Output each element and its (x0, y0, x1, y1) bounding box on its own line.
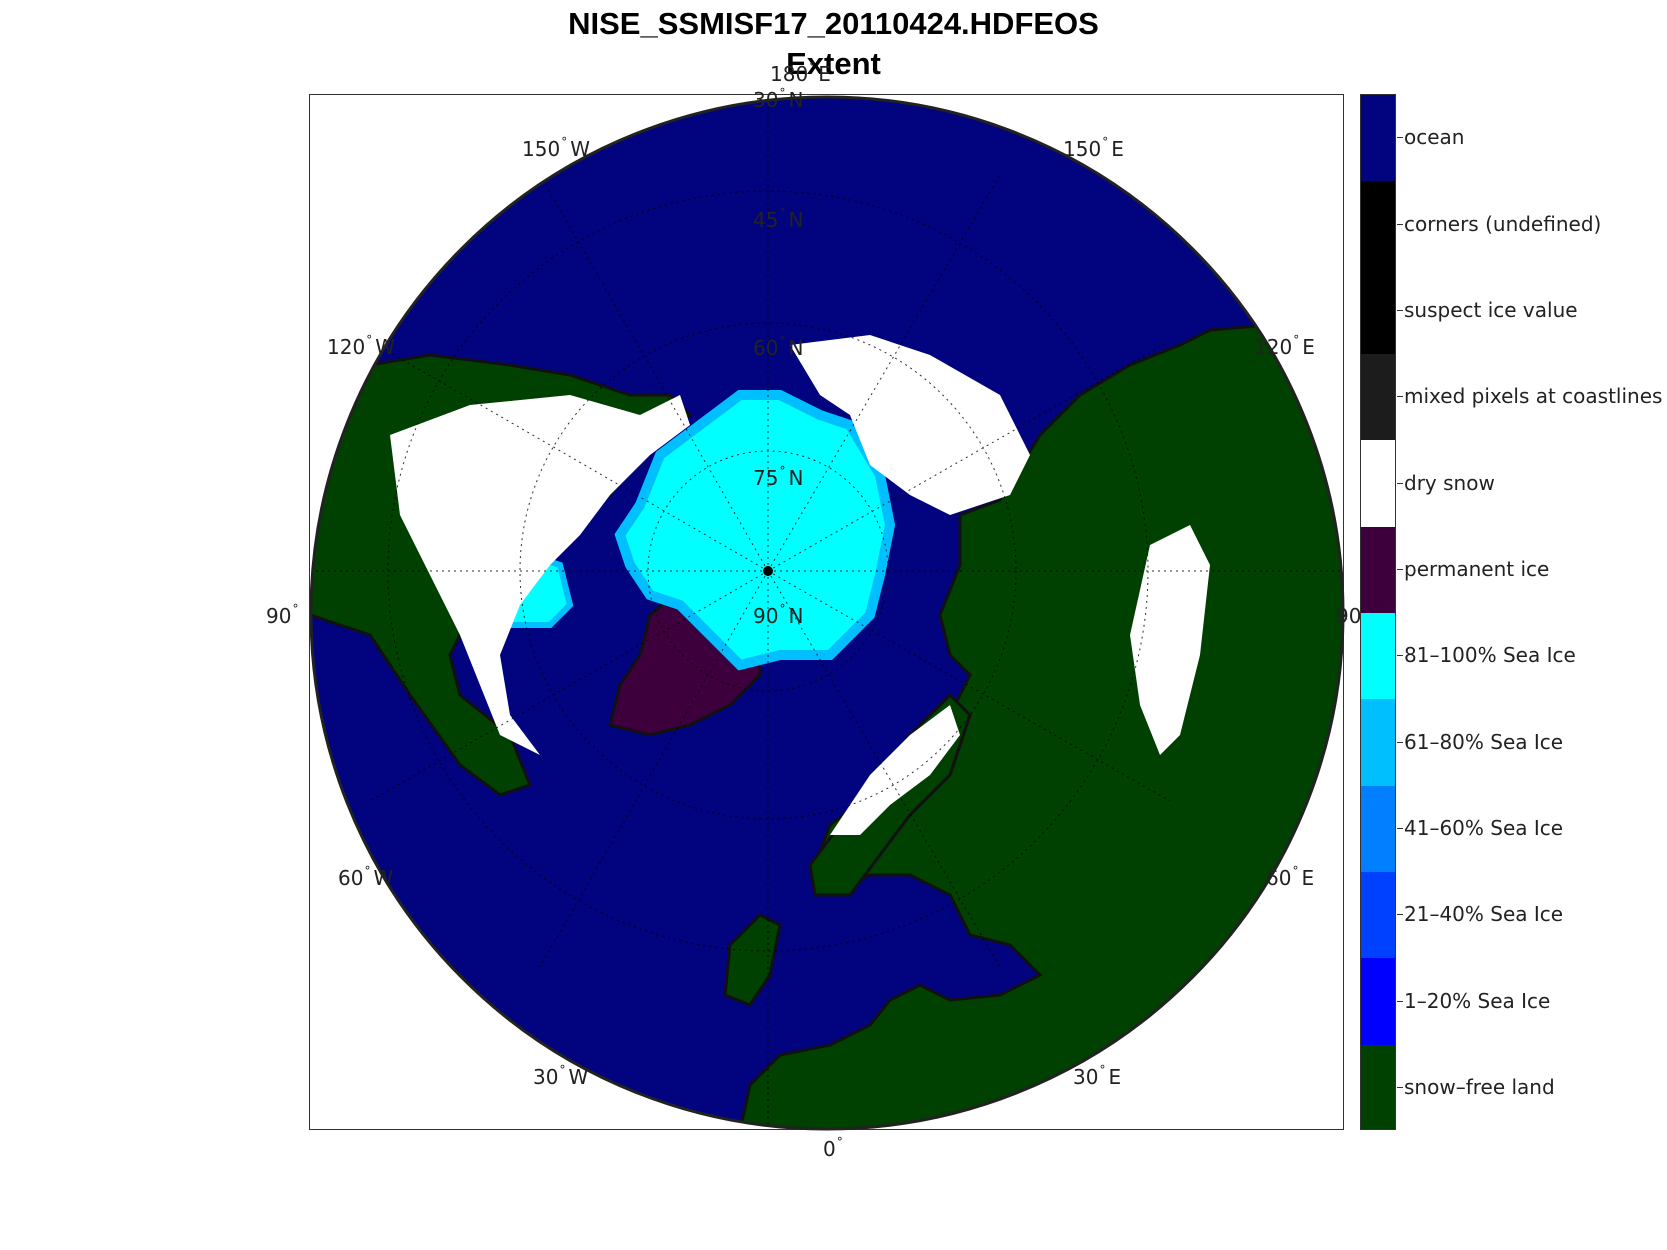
snow-scandinavia (830, 705, 960, 835)
colorbar-tick (1397, 655, 1403, 657)
colorbar-tick (1397, 568, 1403, 570)
map-frame (309, 94, 1345, 1131)
sea-ice-arctic (614, 390, 896, 671)
lon-label-120e: 120° E (1254, 333, 1315, 359)
colorbar-tick (1397, 827, 1403, 829)
colorbar-label: 61–80% Sea Ice (1404, 729, 1564, 754)
lat-label-90n: 90° N (753, 602, 804, 628)
lon-label-30w: 30° W (533, 1063, 589, 1089)
lat-label-30n: 30° N (753, 86, 804, 112)
colorbar-swatch (1361, 526, 1395, 613)
colorbar-swatch (1361, 785, 1395, 872)
colorbar-label: snow–free land (1404, 1074, 1555, 1099)
colorbar-label: permanent ice (1404, 556, 1550, 581)
colorbar-swatch (1361, 612, 1395, 700)
colorbar-tick (1397, 309, 1403, 311)
lon-label-90-east: 90 (1336, 604, 1362, 628)
colorbar-label: corners (undefined) (1404, 211, 1602, 236)
graticule (311, 97, 1343, 1129)
lon-label-180: 180° E (770, 60, 831, 86)
colorbar-tick (1397, 1086, 1403, 1088)
colorbar-label: 1–20% Sea Ice (1404, 988, 1551, 1013)
lat-label-45n: 45° N (753, 206, 804, 232)
colorbar-swatch (1361, 958, 1395, 1045)
colorbar-label: 81–100% Sea Ice (1404, 643, 1576, 668)
lon-label-90-west: 90° (266, 602, 299, 628)
colorbar-swatch (1361, 267, 1395, 354)
colorbar-swatch (1361, 871, 1395, 959)
colorbar-tick (1397, 137, 1403, 139)
lat-label-75n: 75° N (753, 464, 804, 490)
lon-label-150e: 150° E (1063, 135, 1124, 161)
lon-label-60e: 60° E (1266, 864, 1315, 890)
colorbar-swatch (1361, 699, 1395, 786)
colorbar (1360, 94, 1396, 1130)
lon-label-30e: 30° E (1073, 1063, 1122, 1089)
colorbar-swatch (1361, 440, 1395, 527)
chart-title: NISE_SSMISF17_20110424.HDFEOS (568, 6, 1099, 41)
colorbar-label: 41–60% Sea Ice (1404, 815, 1564, 840)
lon-label-0: 0° (823, 1135, 843, 1161)
colorbar-tick (1397, 482, 1403, 484)
colorbar-swatch (1361, 1044, 1395, 1129)
colorbar-swatch (1361, 95, 1395, 182)
snow-asia (1130, 525, 1210, 755)
snow-north-america (390, 395, 690, 755)
chart-subtitle: Extent (786, 46, 881, 81)
north-pole-marker (763, 566, 773, 576)
colorbar-label: suspect ice value (1404, 297, 1578, 322)
colorbar-label: ocean (1404, 125, 1465, 150)
colorbar-tick (1397, 741, 1403, 743)
colorbar-label: 21–40% Sea Ice (1404, 902, 1564, 927)
lat-label-60n: 60° N (753, 334, 804, 360)
colorbar-label: mixed pixels at coastlines (1404, 384, 1663, 409)
colorbar-label: dry snow (1404, 470, 1495, 495)
colorbar-swatch (1361, 181, 1395, 268)
map-boundary (310, 95, 1345, 1131)
colorbar-tick (1397, 1000, 1403, 1002)
colorbar-tick (1397, 223, 1403, 225)
colorbar-swatch (1361, 353, 1395, 441)
lon-label-120w: 120° W (327, 333, 395, 359)
snow-siberia (790, 335, 1030, 515)
polar-map (310, 95, 1345, 1131)
land-british-isles (723, 913, 782, 1007)
colorbar-tick (1397, 914, 1403, 916)
lon-label-150w: 150° W (522, 135, 590, 161)
lon-label-60w: 60° W (338, 864, 394, 890)
colorbar-tick (1397, 396, 1403, 398)
